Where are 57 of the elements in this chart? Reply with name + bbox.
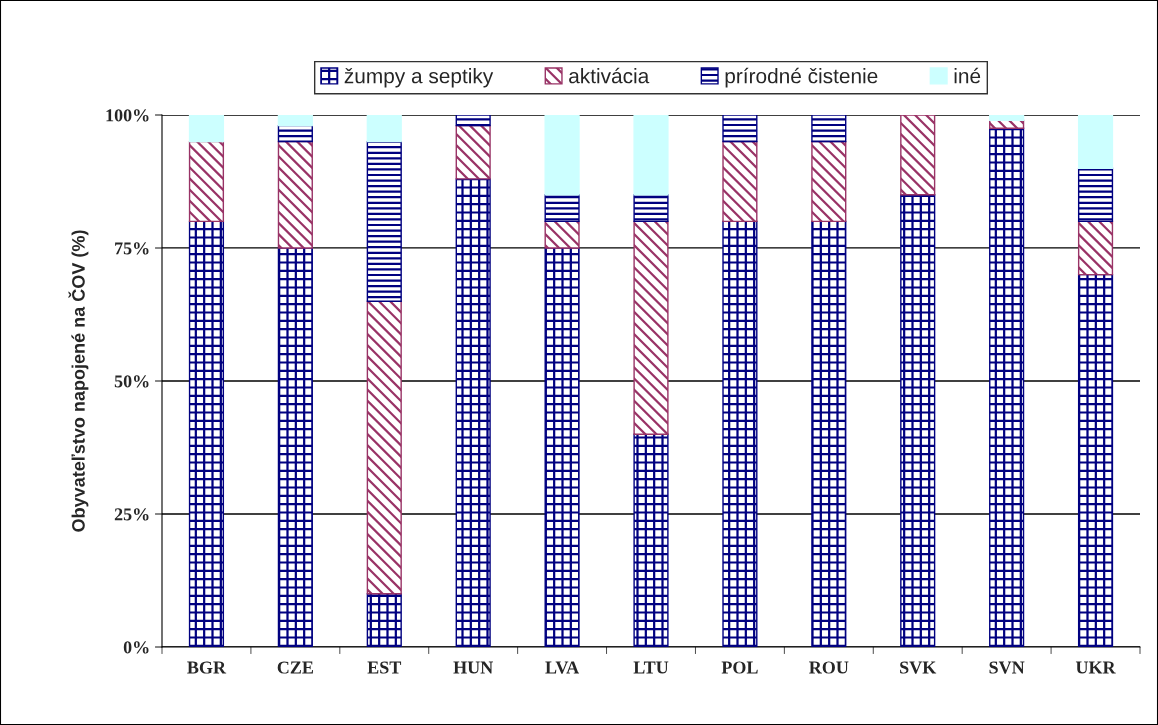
bar [633, 194, 669, 223]
bar [366, 140, 402, 302]
x-tick-label: SVN [989, 661, 1025, 674]
bar [633, 433, 669, 647]
bar [811, 140, 847, 223]
bar [366, 300, 402, 595]
bar [1077, 115, 1114, 169]
bar [633, 115, 669, 196]
legend-label: žumpy a septiky [344, 68, 494, 88]
bar [811, 220, 847, 647]
legend-label: prírodné čistenie [725, 67, 878, 88]
y-tick-label: 25% [114, 508, 149, 521]
x-tick-label: ROU [809, 661, 849, 674]
x-tick-label: HUN [453, 661, 494, 674]
bar [277, 140, 313, 249]
x-tick-label: BGR [187, 661, 227, 674]
bar [455, 178, 491, 647]
bar [989, 127, 1025, 647]
y-tick-label: 100% [106, 109, 149, 122]
bar [811, 115, 847, 143]
y-tick-label: 50% [114, 375, 149, 388]
bar [544, 247, 580, 647]
bar [1077, 167, 1114, 223]
bar [366, 593, 402, 647]
x-tick-label: UKR [1075, 661, 1116, 674]
bar [455, 124, 491, 180]
y-axis-title: Obyvateľstvo napojené na ČOV (%) [68, 230, 89, 532]
y-tick-label: 75% [115, 242, 149, 255]
bar [188, 140, 225, 223]
x-tick-label: EST [367, 661, 402, 674]
bar [544, 194, 580, 223]
bar [722, 140, 758, 223]
bar [544, 115, 580, 196]
bar [900, 194, 936, 647]
y-tick-label: 0% [123, 641, 149, 654]
x-tick-label: POL [721, 661, 758, 674]
bar [633, 220, 669, 435]
bar [989, 115, 1025, 122]
bar [366, 115, 402, 143]
bar [722, 115, 758, 143]
bar [1077, 220, 1114, 276]
bar [188, 115, 225, 143]
bar [277, 124, 313, 143]
x-tick-label: CZE [277, 661, 313, 674]
legend-label: aktivácia [569, 67, 650, 84]
bar [277, 115, 313, 127]
bar [188, 220, 225, 647]
x-tick-label: LVA [545, 661, 580, 674]
bar [722, 220, 758, 647]
x-tick-label: LTU [633, 661, 669, 674]
legend-label: iné [954, 67, 981, 84]
bar [900, 115, 936, 196]
bar [455, 115, 491, 127]
bar [1077, 273, 1114, 647]
bar [277, 247, 313, 647]
bar [544, 220, 580, 249]
x-tick-label: SVK [900, 661, 937, 674]
